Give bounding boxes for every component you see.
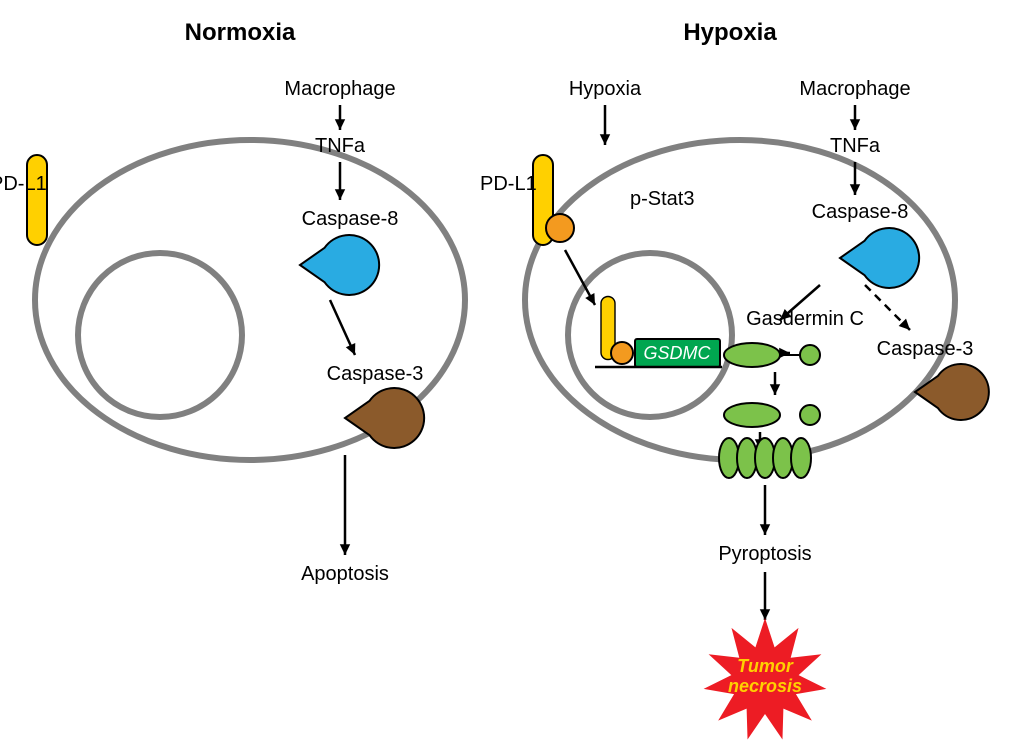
pyroptosis-label: Pyroptosis bbox=[718, 543, 811, 565]
tnfa-label-l: TNFa bbox=[315, 135, 366, 157]
caspase8-icon-l bbox=[300, 235, 379, 295]
caspase8-icon-r bbox=[840, 228, 919, 288]
arrow-gasdermin-cleave bbox=[770, 372, 780, 395]
arrow-pore-pyroptosis bbox=[760, 485, 770, 535]
arrow-macro-tnfa-l bbox=[335, 105, 345, 130]
caspase3-icon-r bbox=[915, 364, 989, 420]
hypoxia-title: Hypoxia bbox=[683, 19, 777, 46]
caspase3-label-r: Caspase-3 bbox=[877, 338, 974, 360]
tumor-necrosis-label: Tumornecrosis bbox=[728, 656, 802, 696]
arrow-hypoxia-pdl1 bbox=[600, 105, 610, 145]
pdl1-normoxia bbox=[27, 155, 47, 245]
tnfa-label-r: TNFa bbox=[830, 135, 881, 157]
macrophage-label-l: Macrophage bbox=[284, 78, 395, 100]
arrow-casp3-apoptosis bbox=[340, 455, 350, 555]
caspase3-label-l: Caspase-3 bbox=[327, 363, 424, 385]
arrow-casp8-casp3-dashed bbox=[865, 285, 910, 330]
caspase8-label-r: Caspase-8 bbox=[812, 201, 909, 223]
arrow-macro-tnfa-r bbox=[850, 105, 860, 130]
gasdermin-linked bbox=[724, 343, 820, 367]
gasdermin-pore bbox=[719, 438, 811, 478]
gasderminC-label: Gasdermin C bbox=[746, 308, 864, 330]
arrow-pyroptosis-necrosis bbox=[760, 572, 770, 620]
gsdmc-gene-label: GSDMC bbox=[644, 343, 712, 363]
macrophage-label-r: Macrophage bbox=[799, 78, 910, 100]
pdl1-label-normoxia: PD-L1 bbox=[0, 173, 47, 195]
arrow-casp8-casp3-l bbox=[330, 300, 355, 355]
apoptosis-label: Apoptosis bbox=[301, 563, 389, 585]
gasdermin-cleaved bbox=[724, 403, 820, 427]
pdl1-label-hypoxia: PD-L1 bbox=[480, 173, 537, 195]
pstat3-icon-nuclear bbox=[611, 342, 633, 364]
arrow-tnfa-casp8-l bbox=[335, 162, 345, 200]
pstat3-label: p-Stat3 bbox=[630, 188, 694, 210]
normoxia-title: Normoxia bbox=[185, 19, 296, 46]
caspase8-label-l: Caspase-8 bbox=[302, 208, 399, 230]
pstat3-icon-membrane bbox=[546, 214, 574, 242]
hypoxia-source-label: Hypoxia bbox=[569, 78, 642, 100]
